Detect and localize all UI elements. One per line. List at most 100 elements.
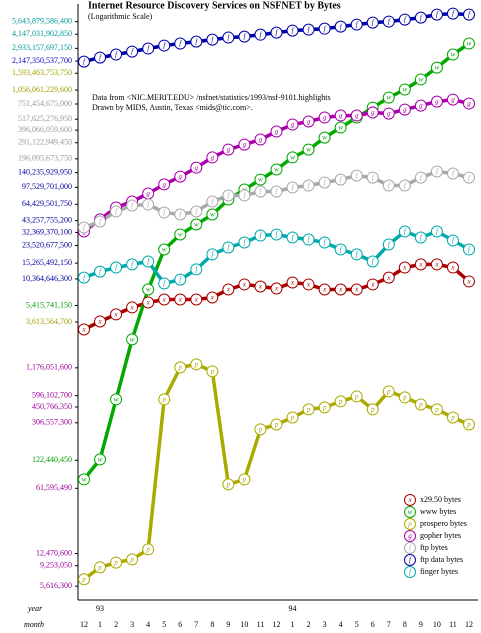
x-tick-label: 7: [387, 620, 391, 629]
marker: f: [254, 229, 267, 242]
marker-letter: g: [387, 110, 391, 118]
marker-circle: [190, 263, 203, 276]
marker-circle: [350, 169, 363, 182]
marker-circle: [404, 530, 416, 542]
marker-circle: [286, 411, 299, 424]
marker-circle: [94, 315, 107, 328]
marker-letter: f: [179, 276, 182, 284]
marker: f: [94, 51, 107, 64]
marker-letter: f: [211, 36, 214, 44]
marker: g: [190, 161, 203, 174]
marker-letter: x: [407, 496, 412, 504]
annotation: Data from <NIC.MERIT.EDU> /nsfnet/statis…: [92, 93, 331, 102]
marker: f: [158, 277, 171, 290]
marker-circle: [334, 173, 347, 186]
marker-circle: [366, 278, 379, 291]
marker-circle: [190, 35, 203, 48]
marker: x: [254, 280, 267, 293]
marker-circle: [398, 13, 411, 26]
y-tick-label: 450,766,350: [32, 402, 72, 411]
marker-circle: [318, 176, 331, 189]
marker: f: [382, 179, 395, 192]
marker-circle: [222, 143, 235, 156]
y-tick-label: 1,176,051,600: [26, 363, 72, 372]
y-tick-label: 1,593,463,753,750: [12, 68, 72, 77]
marker: f: [446, 7, 459, 20]
marker: p: [398, 391, 411, 404]
marker: p: [254, 423, 267, 436]
marker: x: [430, 258, 443, 271]
marker: x: [366, 278, 379, 291]
marker-letter: x: [434, 261, 439, 269]
marker-letter: f: [99, 268, 102, 276]
marker-circle: [254, 185, 267, 198]
marker: f: [334, 173, 347, 186]
marker-circle: [286, 181, 299, 194]
marker-circle: [286, 276, 299, 289]
marker: g: [318, 111, 331, 124]
x-tick-label: 4: [146, 620, 150, 629]
y-tick-label: 3,613,564,700: [26, 317, 72, 326]
y-tick-label: 517,625,276,950: [18, 114, 72, 123]
marker-letter: f: [195, 265, 198, 273]
marker-circle: [126, 301, 139, 314]
marker-circle: [206, 365, 219, 378]
marker-letter: x: [338, 286, 343, 294]
marker-letter: g: [179, 173, 183, 181]
marker-circle: [238, 473, 251, 486]
marker-circle: [446, 93, 459, 106]
marker: x: [110, 308, 123, 321]
marker-letter: x: [306, 281, 311, 289]
marker-letter: x: [274, 285, 279, 293]
marker-letter: w: [338, 124, 343, 132]
marker-letter: x: [194, 296, 199, 304]
marker: x: [238, 278, 251, 291]
marker-circle: [382, 271, 395, 284]
marker-circle: [430, 403, 443, 416]
marker-circle: [334, 121, 347, 134]
marker-letter: f: [131, 202, 134, 210]
marker-letter: x: [178, 296, 183, 304]
x-tick-label: 11: [449, 620, 457, 629]
x-tick-label: 11: [257, 620, 265, 629]
marker-circle: [238, 236, 251, 249]
y-tick-label: 15,265,492,150: [22, 258, 72, 267]
marker: p: [366, 403, 379, 416]
marker-letter: f: [372, 19, 375, 27]
marker-letter: p: [418, 401, 423, 409]
marker-letter: f: [292, 27, 295, 35]
marker-letter: g: [339, 112, 343, 120]
marker-letter: x: [402, 264, 407, 272]
marker-circle: [158, 206, 171, 219]
marker-circle: [463, 275, 475, 288]
marker-circle: [254, 229, 267, 242]
marker: x: [206, 291, 219, 304]
x-tick-label: 3: [323, 620, 327, 629]
marker: x: [350, 283, 363, 296]
marker-letter: p: [434, 406, 439, 414]
marker: f: [404, 554, 416, 566]
marker-letter: w: [306, 146, 311, 154]
marker: f: [366, 171, 379, 184]
marker-circle: [318, 131, 331, 144]
marker-letter: p: [407, 520, 412, 528]
marker: f: [110, 205, 123, 218]
marker-circle: [302, 23, 315, 36]
marker-letter: f: [83, 58, 86, 66]
marker-circle: [430, 95, 443, 108]
marker-circle: [446, 48, 459, 61]
marker-letter: w: [274, 166, 279, 174]
marker-circle: [190, 358, 203, 371]
marker-circle: [206, 208, 219, 221]
marker: g: [302, 115, 315, 128]
marker: p: [270, 418, 283, 431]
marker-letter: p: [386, 388, 391, 396]
marker-letter: g: [467, 100, 471, 108]
marker-circle: [254, 28, 267, 41]
marker-letter: p: [242, 476, 247, 484]
x-tick-label: 3: [130, 620, 134, 629]
legend-label: prospero bytes: [420, 519, 467, 528]
marker-circle: [446, 411, 459, 424]
marker: p: [174, 361, 187, 374]
marker-letter: p: [370, 406, 375, 414]
